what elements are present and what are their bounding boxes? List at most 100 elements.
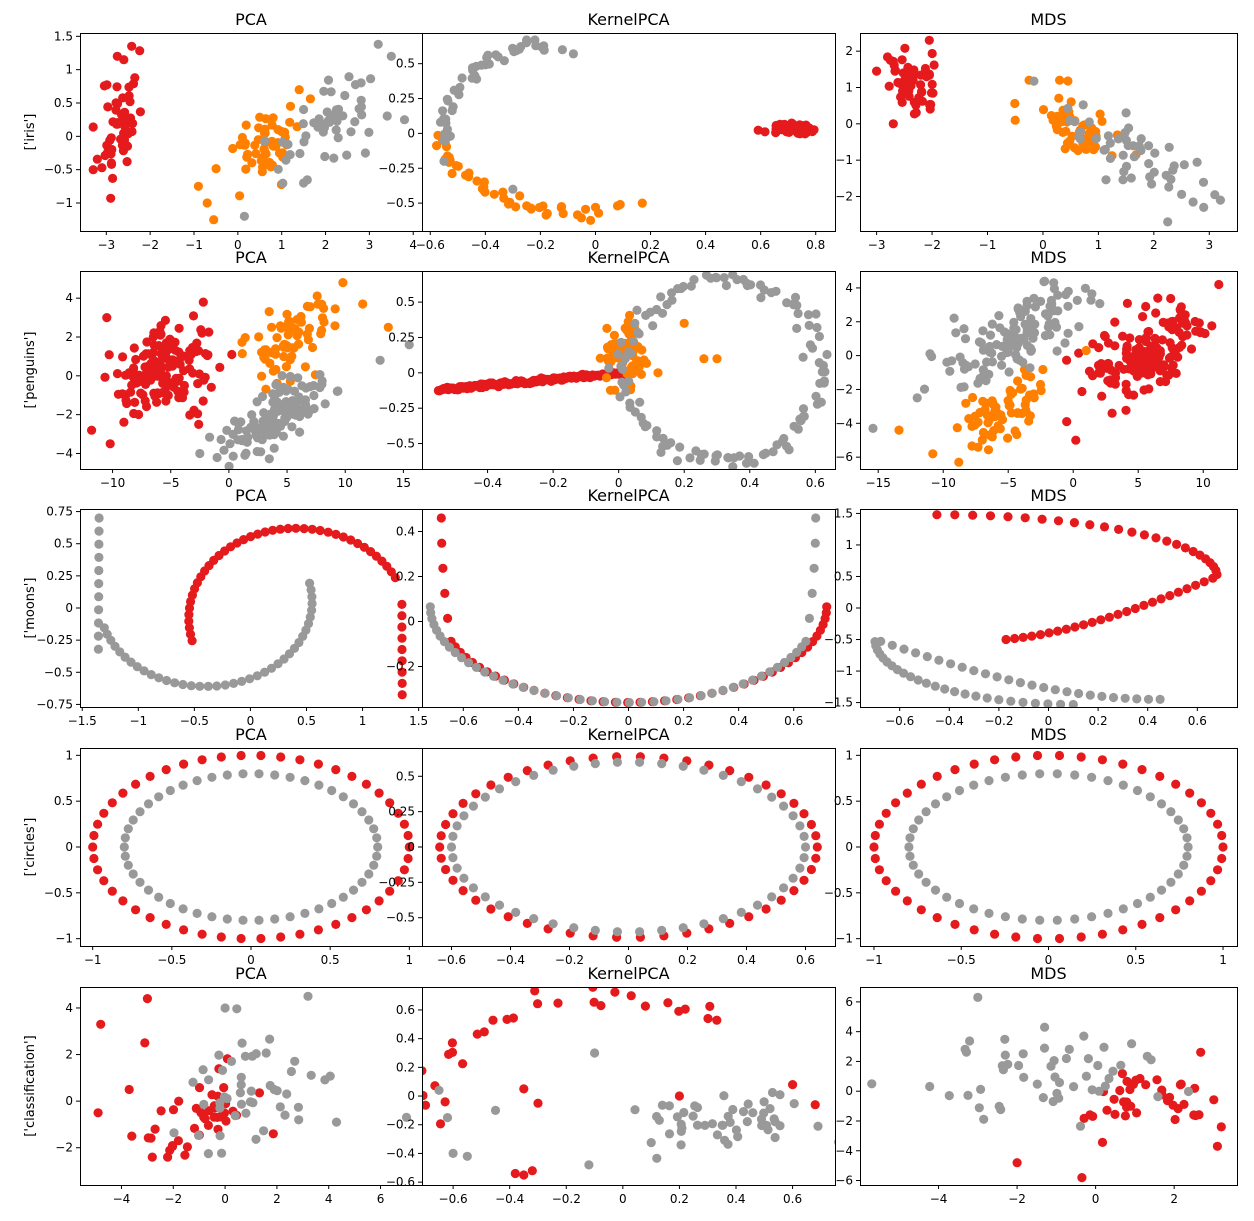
- scatter-point: [107, 798, 117, 808]
- scatter-point: [787, 118, 797, 128]
- scatter-point: [260, 136, 270, 146]
- scatter-point: [1122, 1076, 1132, 1086]
- scatter-point: [921, 807, 931, 817]
- x-tick-label: −1: [979, 238, 997, 252]
- scatter-point: [325, 117, 335, 127]
- scatter-point: [806, 864, 817, 875]
- scatter-point: [239, 211, 249, 221]
- scatter-point: [759, 1097, 769, 1107]
- scatter-point: [1087, 1085, 1097, 1095]
- scatter-point: [1110, 373, 1121, 383]
- scatter-point: [472, 176, 482, 186]
- scatter-point: [777, 124, 787, 134]
- scatter-point: [263, 411, 273, 422]
- scatter-point: [246, 1086, 256, 1096]
- points-group: [87, 278, 414, 469]
- scatter-point: [1080, 283, 1090, 293]
- scatter-point: [1121, 405, 1131, 415]
- scatter-point: [894, 425, 904, 435]
- scatter-point: [498, 675, 508, 685]
- scatter-point: [1093, 1060, 1103, 1071]
- scatter-point: [1199, 202, 1209, 212]
- scatter-point: [1015, 308, 1025, 318]
- scatter-point: [539, 45, 549, 55]
- scatter-point: [238, 915, 248, 925]
- x-tick-label: −10: [100, 476, 125, 490]
- scatter-point: [784, 127, 794, 137]
- x-tick-label: 2: [273, 1192, 281, 1206]
- y-tick-label: 2: [845, 1054, 853, 1068]
- scatter-point: [673, 694, 683, 705]
- scatter-point: [150, 391, 160, 401]
- scatter-point: [630, 318, 640, 328]
- scatter-point: [448, 809, 458, 819]
- scatter-point: [1097, 391, 1107, 401]
- y-tick-label: −0.5: [824, 886, 853, 900]
- x-tick-label: 10: [1196, 476, 1211, 490]
- subplot-title: MDS: [1030, 964, 1066, 983]
- y-tick-label: 1: [65, 63, 73, 77]
- scatter-point: [194, 419, 204, 429]
- scatter-point: [1209, 1095, 1219, 1105]
- scatter-point: [240, 333, 250, 343]
- scatter-point: [738, 679, 748, 689]
- scatter-point: [799, 875, 809, 885]
- subplot-title: KernelPCA: [587, 248, 669, 267]
- scatter-point: [1063, 286, 1073, 296]
- scatter-point: [217, 1065, 228, 1075]
- y-tick-label: 0: [65, 129, 73, 143]
- scatter-point: [1150, 148, 1160, 158]
- scatter-point: [811, 391, 821, 401]
- scatter-point: [767, 792, 777, 802]
- scatter-point: [179, 366, 189, 376]
- scatter-point: [1073, 145, 1083, 156]
- scatter-point: [1206, 876, 1216, 886]
- scatter-point: [1191, 580, 1201, 590]
- subplot-title: KernelPCA: [587, 10, 669, 29]
- scatter-point: [184, 616, 194, 626]
- scatter-point: [792, 323, 802, 333]
- scatter-point: [399, 115, 410, 125]
- scatter-point: [266, 162, 276, 172]
- scatter-point: [448, 1148, 458, 1158]
- scatter-point: [372, 851, 382, 861]
- scatter-point: [397, 599, 407, 610]
- scatter-point: [1049, 278, 1059, 288]
- scatter-point: [789, 886, 799, 896]
- scatter-point: [942, 792, 952, 802]
- scatter-point: [766, 288, 776, 298]
- x-tick-label: 1: [359, 714, 367, 728]
- scatter-point: [949, 313, 959, 323]
- scatter-point: [765, 667, 775, 677]
- scatter-point: [868, 423, 878, 433]
- scatter-point: [1144, 326, 1154, 337]
- scatter-point: [188, 1077, 198, 1087]
- scatter-point: [767, 1087, 778, 1098]
- scatter-point: [1019, 1072, 1029, 1082]
- scatter-point: [207, 912, 217, 922]
- scatter-point: [508, 679, 518, 689]
- scatter-point: [106, 133, 116, 143]
- scatter-point: [280, 1110, 290, 1120]
- scatter-point: [595, 353, 605, 363]
- scatter-point: [1109, 1094, 1119, 1104]
- scatter-point: [338, 792, 348, 802]
- scatter-point: [281, 362, 291, 372]
- scatter-point: [1134, 141, 1144, 151]
- points-group: [868, 276, 1224, 467]
- scatter-point: [800, 842, 811, 852]
- scatter-point: [686, 281, 696, 291]
- scatter-point: [779, 801, 789, 811]
- scatter-point: [965, 1036, 975, 1046]
- scatter-point: [260, 667, 270, 677]
- scatter-point: [1198, 177, 1209, 187]
- scatter-point: [1087, 772, 1097, 782]
- scatter-point: [128, 869, 138, 879]
- scatter-point: [1103, 776, 1113, 786]
- scatter-point: [1141, 301, 1151, 312]
- scatter-point: [663, 998, 673, 1008]
- scatter-point: [657, 925, 667, 936]
- scatter-point: [735, 451, 745, 461]
- scatter-point: [131, 779, 141, 789]
